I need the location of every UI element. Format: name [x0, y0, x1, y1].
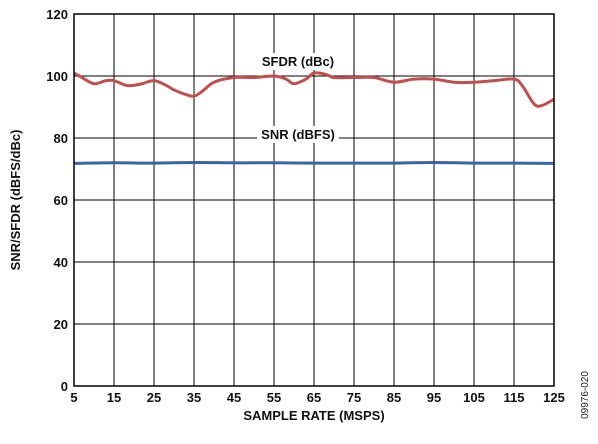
- y-tick-label-5: 100: [46, 69, 68, 84]
- series-line-1: [73, 160, 555, 165]
- x-tick-label-8: 85: [387, 390, 401, 405]
- x-tick-label-12: 125: [543, 390, 565, 405]
- x-tick-label-10: 105: [463, 390, 485, 405]
- sfdr-series-label: SFDR (dBc): [262, 54, 334, 69]
- x-axis-title: SAMPLE RATE (MSPS): [243, 408, 384, 423]
- x-tick-label-0: 5: [70, 390, 77, 405]
- y-tick-label-3: 60: [54, 193, 68, 208]
- y-tick-label-2: 40: [54, 255, 68, 270]
- snr-series-label: SNR (dBFS): [261, 127, 335, 142]
- sfdr-label-background: [257, 53, 339, 70]
- x-tick-label-2: 25: [147, 390, 161, 405]
- series-lines: [73, 71, 555, 165]
- snr-label-background: [257, 126, 339, 143]
- y-tick-label-1: 20: [54, 317, 68, 332]
- x-tick-label-4: 45: [227, 390, 241, 405]
- x-tick-label-11: 115: [504, 390, 525, 405]
- x-tick-label-3: 35: [187, 390, 201, 405]
- y-tick-label-6: 120: [46, 7, 68, 22]
- x-tick-label-9: 95: [427, 390, 441, 405]
- series-line-0: [73, 71, 555, 108]
- x-tick-label-1: 15: [107, 390, 121, 405]
- y-tick-labels: 0 20 40 60 80 100 120: [46, 7, 68, 394]
- x-tick-labels: 5 15 25 35 45 55 65 75 85 95 105 115 125: [70, 390, 564, 405]
- x-tick-label-5: 55: [267, 390, 281, 405]
- figure-id: 09976-020: [580, 371, 591, 419]
- x-tick-label-6: 65: [307, 390, 321, 405]
- y-tick-label-4: 80: [54, 131, 68, 146]
- x-tick-label-7: 75: [347, 390, 361, 405]
- y-tick-label-0: 0: [61, 379, 68, 394]
- y-axis-title: SNR/SFDR (dBFS/dBc): [8, 130, 23, 271]
- plot-frame: [73, 13, 555, 387]
